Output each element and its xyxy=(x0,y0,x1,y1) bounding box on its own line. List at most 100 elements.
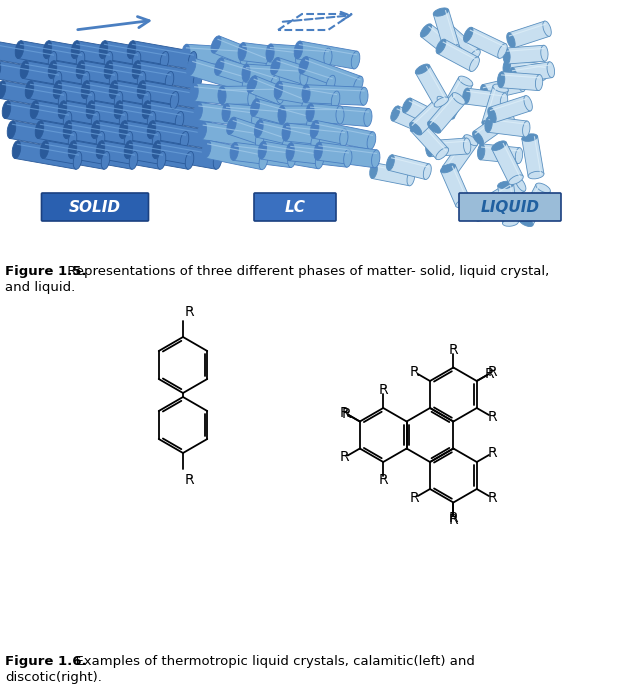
Ellipse shape xyxy=(147,111,156,129)
Ellipse shape xyxy=(247,75,257,93)
Ellipse shape xyxy=(522,134,537,141)
Polygon shape xyxy=(476,201,515,221)
Ellipse shape xyxy=(86,101,95,118)
Ellipse shape xyxy=(497,72,505,88)
Polygon shape xyxy=(297,41,357,69)
Polygon shape xyxy=(301,57,361,93)
Ellipse shape xyxy=(522,121,530,137)
Ellipse shape xyxy=(503,109,515,123)
Ellipse shape xyxy=(503,219,519,226)
Ellipse shape xyxy=(409,122,422,135)
Polygon shape xyxy=(416,65,448,106)
Ellipse shape xyxy=(464,135,478,145)
Ellipse shape xyxy=(410,120,423,131)
Ellipse shape xyxy=(114,91,123,109)
Ellipse shape xyxy=(127,41,136,59)
Polygon shape xyxy=(392,106,433,136)
Polygon shape xyxy=(270,44,329,66)
Ellipse shape xyxy=(488,107,496,122)
Ellipse shape xyxy=(40,140,49,158)
Ellipse shape xyxy=(271,57,280,75)
Polygon shape xyxy=(155,140,219,170)
Ellipse shape xyxy=(203,111,212,129)
Ellipse shape xyxy=(456,199,471,208)
Text: R: R xyxy=(185,305,194,319)
Ellipse shape xyxy=(452,93,465,104)
Ellipse shape xyxy=(213,152,222,170)
Text: LIQUID: LIQUID xyxy=(480,199,539,215)
Ellipse shape xyxy=(282,123,290,141)
Polygon shape xyxy=(145,101,209,129)
Ellipse shape xyxy=(367,132,376,149)
Polygon shape xyxy=(0,81,64,109)
Ellipse shape xyxy=(503,48,510,64)
Ellipse shape xyxy=(441,164,455,173)
Ellipse shape xyxy=(218,86,226,104)
Polygon shape xyxy=(428,93,465,133)
Ellipse shape xyxy=(222,104,230,122)
Ellipse shape xyxy=(310,120,319,138)
Ellipse shape xyxy=(152,140,161,158)
Ellipse shape xyxy=(372,150,380,167)
Ellipse shape xyxy=(458,76,473,86)
Ellipse shape xyxy=(182,44,190,62)
Polygon shape xyxy=(522,136,544,176)
Ellipse shape xyxy=(386,155,394,170)
Ellipse shape xyxy=(428,122,441,134)
Ellipse shape xyxy=(528,172,544,179)
Ellipse shape xyxy=(193,71,202,89)
Polygon shape xyxy=(465,88,505,109)
Ellipse shape xyxy=(266,44,274,62)
Polygon shape xyxy=(482,86,508,127)
Ellipse shape xyxy=(238,43,246,60)
Text: R: R xyxy=(488,491,497,505)
Ellipse shape xyxy=(288,149,296,167)
Ellipse shape xyxy=(142,101,150,118)
Polygon shape xyxy=(488,116,527,137)
Polygon shape xyxy=(273,57,334,93)
Polygon shape xyxy=(130,41,194,69)
Ellipse shape xyxy=(299,57,308,74)
Ellipse shape xyxy=(286,143,294,161)
Polygon shape xyxy=(107,61,171,89)
Text: R: R xyxy=(448,511,458,525)
Polygon shape xyxy=(99,140,163,170)
Polygon shape xyxy=(66,120,130,149)
Ellipse shape xyxy=(0,81,6,98)
Text: Figure 1.5.: Figure 1.5. xyxy=(5,265,87,278)
Ellipse shape xyxy=(255,131,264,149)
Ellipse shape xyxy=(301,98,311,114)
Ellipse shape xyxy=(463,27,473,42)
Ellipse shape xyxy=(515,147,523,163)
Ellipse shape xyxy=(43,41,52,59)
Polygon shape xyxy=(43,140,107,170)
Ellipse shape xyxy=(255,120,263,137)
Polygon shape xyxy=(135,61,199,89)
Ellipse shape xyxy=(543,21,551,37)
Polygon shape xyxy=(317,143,377,167)
Ellipse shape xyxy=(463,138,471,154)
Polygon shape xyxy=(411,120,448,159)
Ellipse shape xyxy=(265,57,275,74)
Text: LC: LC xyxy=(285,199,305,215)
Ellipse shape xyxy=(515,177,526,191)
Ellipse shape xyxy=(540,64,548,80)
Ellipse shape xyxy=(240,48,248,66)
Polygon shape xyxy=(117,101,181,129)
Polygon shape xyxy=(197,102,257,127)
Ellipse shape xyxy=(87,91,95,109)
Polygon shape xyxy=(285,123,345,147)
Ellipse shape xyxy=(536,183,551,193)
Polygon shape xyxy=(84,81,148,109)
Ellipse shape xyxy=(470,57,480,71)
Ellipse shape xyxy=(124,131,133,149)
Ellipse shape xyxy=(12,140,21,158)
Polygon shape xyxy=(505,59,545,80)
Text: Examples of thermotropic liquid crystals, calamitic(left) and: Examples of thermotropic liquid crystals… xyxy=(67,655,475,668)
Polygon shape xyxy=(433,10,460,51)
Ellipse shape xyxy=(2,101,11,118)
Text: R: R xyxy=(342,407,352,421)
Ellipse shape xyxy=(142,91,151,109)
Polygon shape xyxy=(201,122,261,148)
Ellipse shape xyxy=(109,81,118,98)
